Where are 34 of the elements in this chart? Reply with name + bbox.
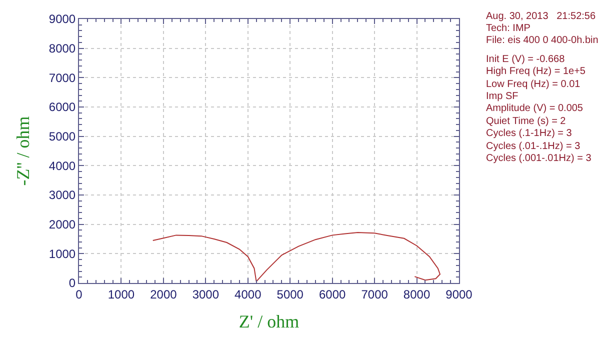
y-tick-label: 8000 [48,42,76,56]
text: High Freq (Hz) = 1e+5 [486,66,586,77]
x-tick-label: 6000 [318,287,346,302]
line-series [152,232,440,282]
y-tick-label: 5000 [48,130,76,144]
text: Cycles (.01-.1Hz) = 3 [486,141,581,152]
text: File: eis 400 0 400-0h.bin [486,35,598,46]
y-tick-label: 4000 [48,158,76,173]
x-tick-label: 4000 [234,287,262,302]
y-tick-label: 3000 [48,188,76,202]
y-tick-label: 9000 [48,12,76,26]
y-tick-label: 6000 [48,100,76,114]
text: Init E (V) = -0.668 [486,54,566,65]
text: Imp SF [486,91,518,102]
x-axis-title: Z' / ohm [238,312,300,332]
text: Tech: IMP [486,23,531,34]
x-tick-label: 3000 [192,287,220,302]
text: Cycles (.001-.01Hz) = 3 [486,153,592,164]
text: Low Freq (Hz) = 0.01 [486,79,581,90]
y-tick-label: 7000 [48,70,76,85]
text: Cycles (.1-1Hz) = 3 [486,128,572,139]
text: Quiet Time (s) = 2 [486,116,566,127]
x-tick-label: 9000 [446,287,473,302]
y-tick-label: 1000 [48,246,76,261]
x-tick-label: 5000 [276,287,304,302]
x-tick-label: 8000 [403,287,430,302]
y-axis-title: -Z'' / ohm [13,116,34,186]
y-tick-label: 2000 [48,218,76,232]
text: Aug. 30, 2013 21:52:56 [486,11,596,22]
x-tick-label: 2000 [150,287,178,302]
text: Amplitude (V) = 0.005 [486,103,584,114]
x-tick-label: 7000 [361,287,388,302]
y-tick-label: 0 [68,276,76,290]
x-tick-label: 1000 [108,287,135,302]
